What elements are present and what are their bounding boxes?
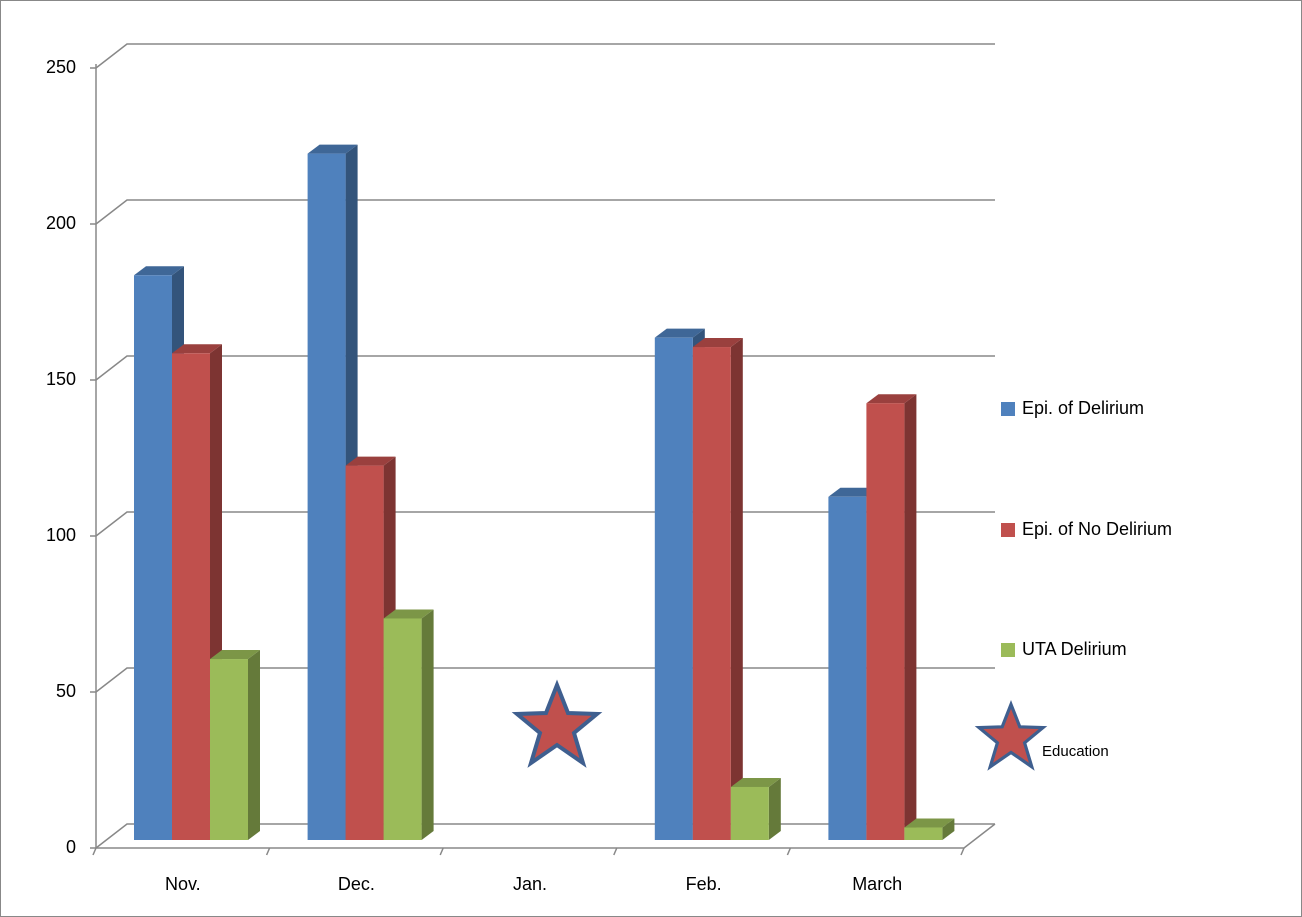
bar — [692, 347, 731, 840]
bar — [730, 786, 769, 840]
bar — [828, 496, 867, 840]
grid-line — [95, 43, 995, 69]
x-tick-label: Nov. — [165, 874, 201, 894]
bar-top — [828, 487, 879, 497]
y-tick-label: 200 — [46, 213, 76, 233]
bar-top — [866, 394, 917, 404]
x-tick — [960, 847, 965, 856]
y-tick-label: 0 — [66, 837, 76, 857]
bar-top — [134, 266, 184, 276]
bar-top — [345, 456, 396, 466]
x-tick — [265, 847, 271, 856]
legend-label: Epi. of No Delirium — [1022, 519, 1172, 539]
x-tick — [786, 847, 792, 856]
bar-top — [692, 338, 743, 348]
bar-top — [307, 144, 358, 154]
legend-label: Epi. of Delirium — [1022, 398, 1144, 418]
bar-top — [210, 650, 260, 660]
y-tick-label: 250 — [46, 57, 76, 77]
x-tick — [92, 847, 97, 856]
legend-label: UTA Delirium — [1022, 639, 1127, 659]
bar — [345, 465, 384, 840]
x-tick-label: March — [852, 874, 902, 894]
bar-top — [654, 328, 705, 338]
x-tick — [439, 847, 444, 856]
bar-top — [904, 818, 955, 828]
bar-top — [383, 609, 434, 619]
bar — [172, 353, 210, 840]
grid-line — [95, 199, 995, 225]
y-tick-label: 50 — [56, 681, 76, 701]
bar — [654, 337, 693, 840]
annotation: Education — [1042, 743, 1109, 760]
legend-swatch — [1001, 402, 1015, 416]
bar — [904, 827, 943, 840]
legend-swatch — [1001, 643, 1015, 657]
bar-side — [904, 394, 917, 840]
bar-top — [172, 344, 222, 354]
x-tick-label: Jan. — [513, 874, 547, 894]
bar-side — [730, 338, 743, 840]
legend-swatch — [1001, 523, 1015, 537]
bar-top — [730, 777, 781, 787]
bar — [210, 659, 248, 840]
bar — [866, 403, 905, 840]
bar — [134, 275, 172, 840]
bar — [383, 618, 422, 840]
bar-side — [942, 818, 955, 840]
bar-side — [421, 609, 434, 840]
x-tick-label: Feb. — [686, 874, 722, 894]
x-tick-label: Dec. — [338, 874, 375, 894]
bar-side — [248, 650, 260, 840]
bar — [307, 153, 346, 841]
x-tick — [613, 847, 618, 856]
y-tick-label: 150 — [46, 369, 76, 389]
y-tick-label: 100 — [46, 525, 76, 545]
bar-side — [768, 777, 781, 840]
